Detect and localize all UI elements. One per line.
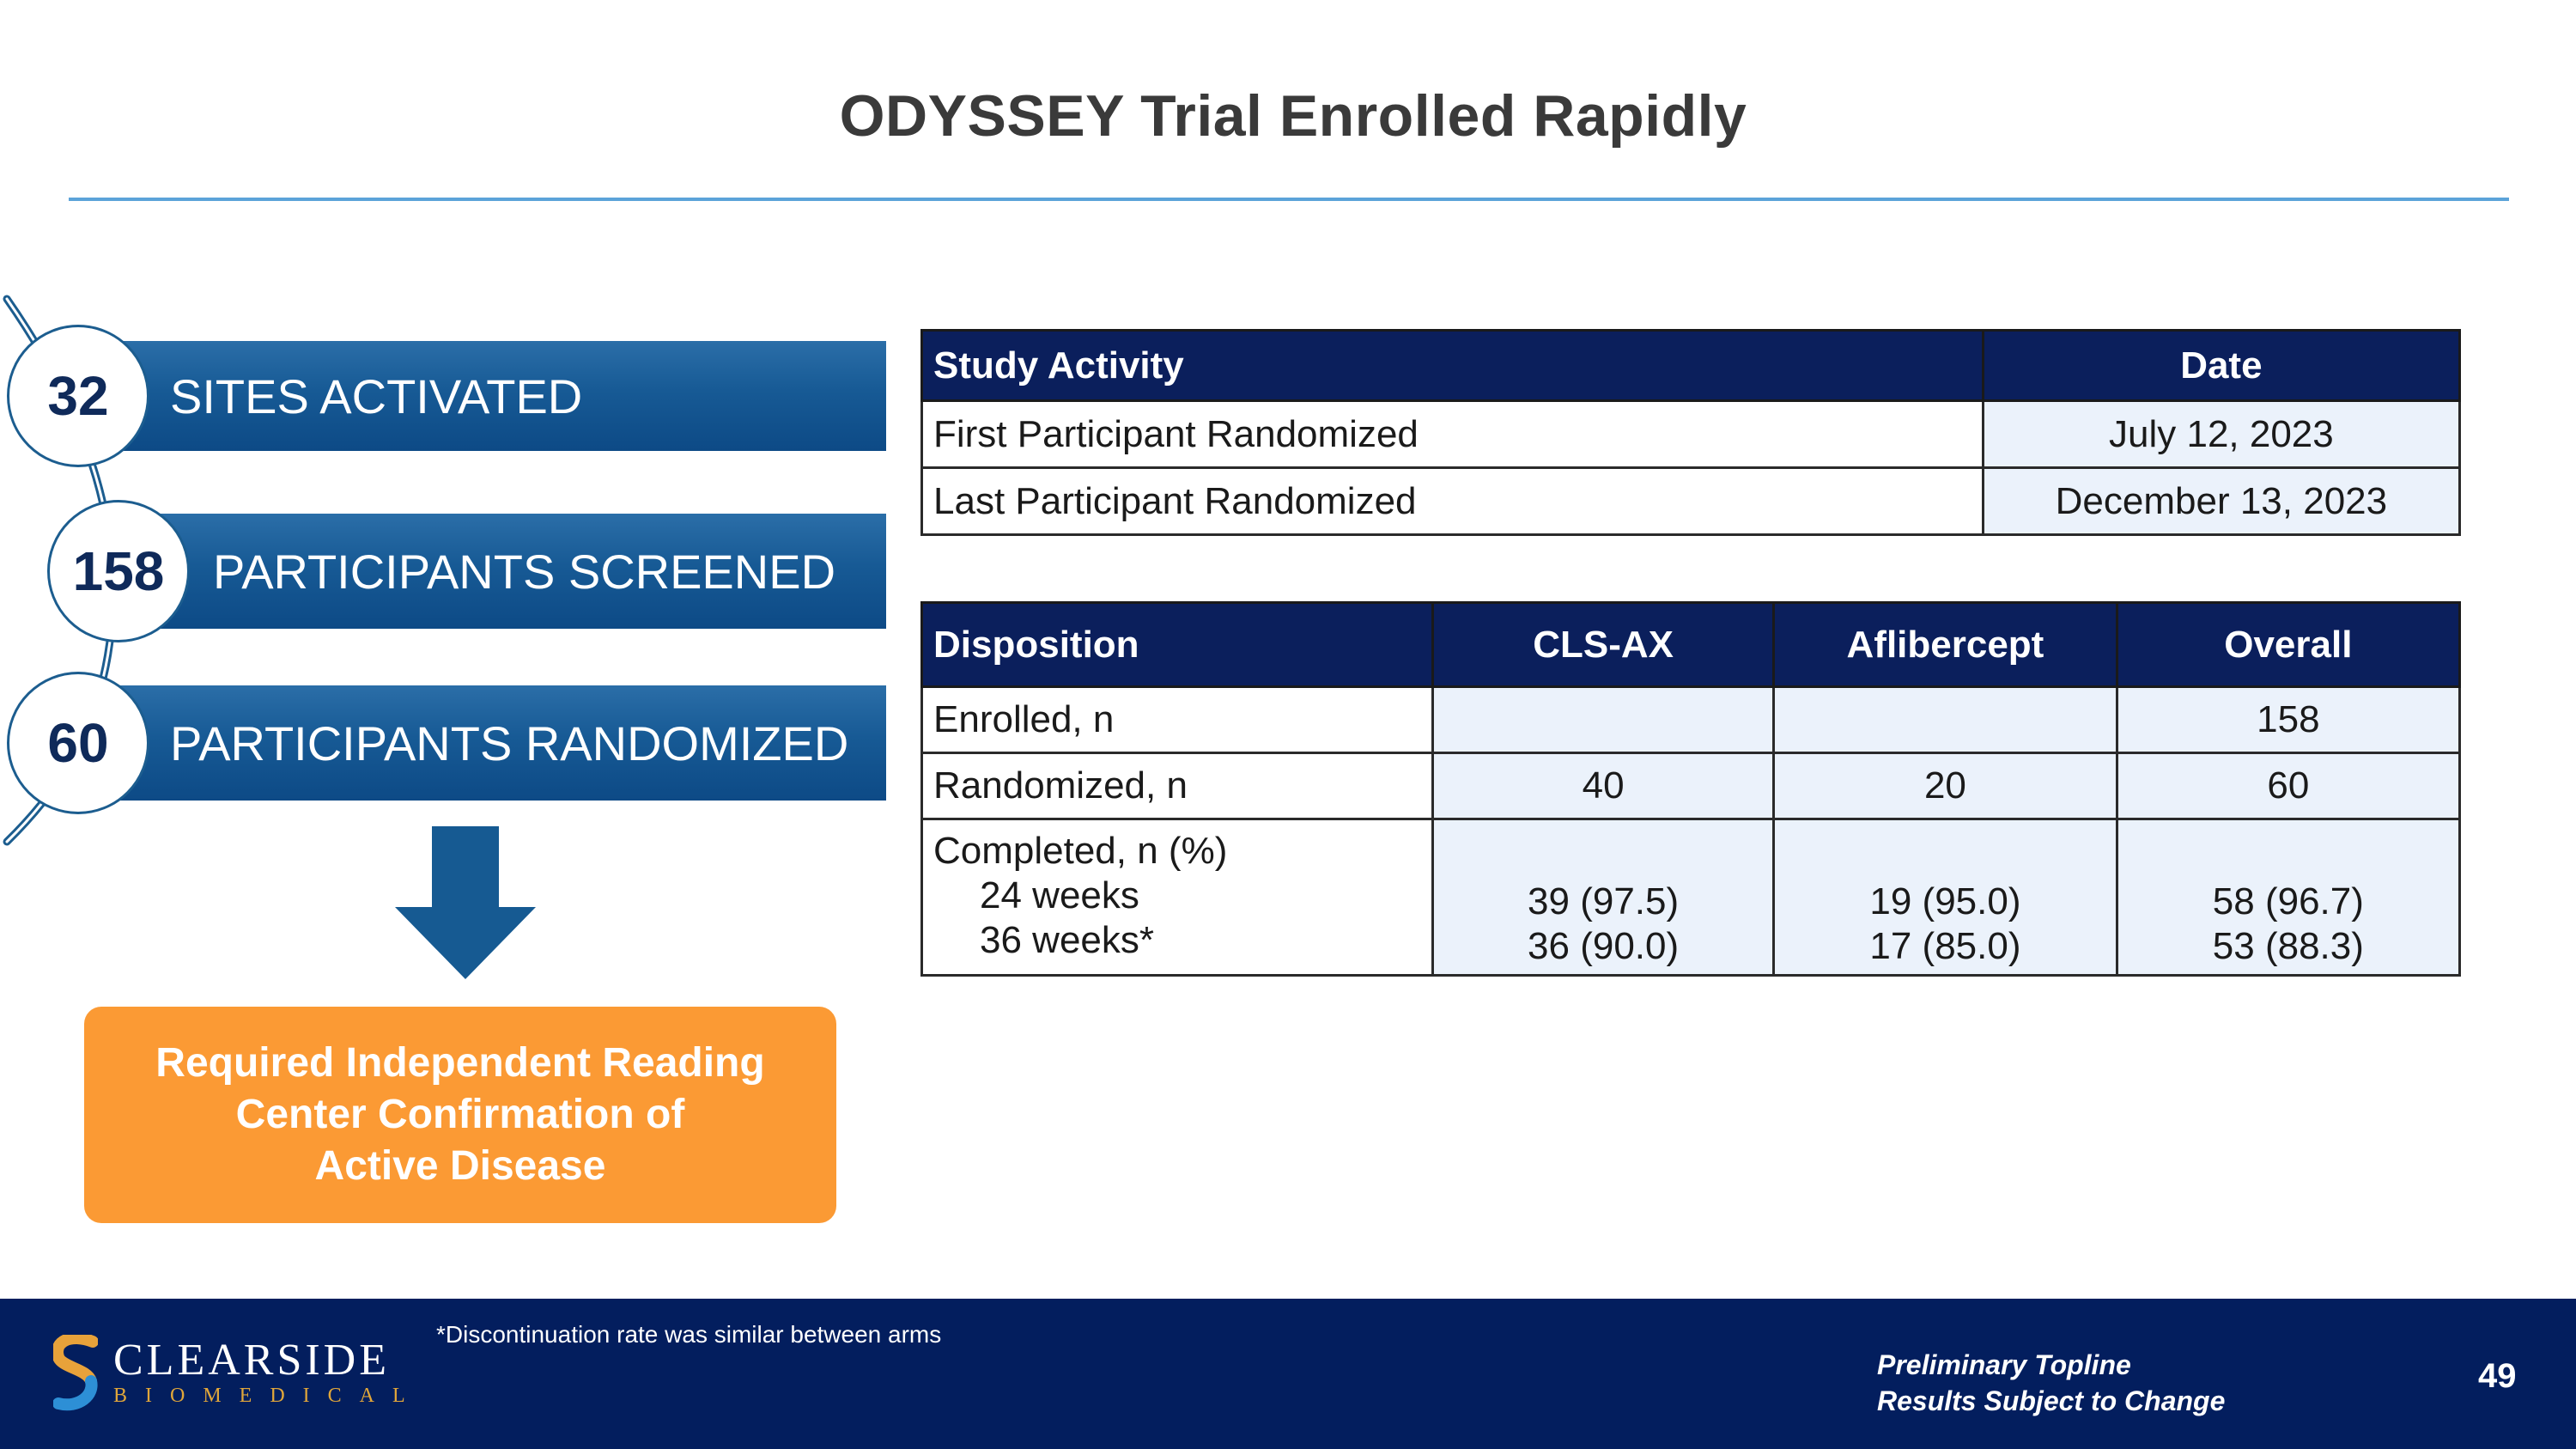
preliminary-line-2: Results Subject to Change: [1877, 1385, 2226, 1416]
cell-enrolled-overall: 158: [2115, 685, 2462, 754]
preliminary-notice: Preliminary Topline Results Subject to C…: [1877, 1347, 2225, 1419]
cell-completed-overall: 58 (96.7) 53 (88.3): [2115, 818, 2462, 977]
table-row: Enrolled, n 158: [920, 685, 2462, 754]
table-header-row: Study Activity Date: [920, 329, 2462, 402]
completed-36-label: 36 weeks*: [980, 919, 1155, 961]
table-header-row: Disposition CLS-AX Aflibercept Overall: [920, 601, 2462, 688]
company-logo: CLEARSIDE BIOMEDICAL: [53, 1335, 423, 1412]
table-row: Randomized, n 40 20 60: [920, 752, 2462, 820]
cell-36-cls: 36 (90.0): [1528, 925, 1680, 967]
cell-24-afl: 19 (95.0): [1869, 880, 2021, 922]
table-row: Last Participant Randomized December 13,…: [920, 466, 2462, 536]
header-disposition: Disposition: [920, 601, 1434, 688]
clearside-s-icon: [53, 1335, 98, 1411]
activity-cell: First Participant Randomized: [920, 399, 1984, 469]
header-date: Date: [1981, 329, 2462, 402]
logo-subtitle: BIOMEDICAL: [113, 1385, 423, 1407]
funnel-count-screened: 158: [47, 500, 190, 642]
activity-cell: Last Participant Randomized: [920, 466, 1984, 536]
cell-completed-cls: 39 (97.5) 36 (90.0): [1431, 818, 1776, 977]
disposition-table: Disposition CLS-AX Aflibercept Overall E…: [920, 601, 2462, 977]
page-title: ODYSSEY Trial Enrolled Rapidly: [839, 83, 1747, 149]
callout-line-1: Required Independent Reading: [155, 1040, 765, 1086]
row-label-enrolled: Enrolled, n: [920, 685, 1434, 754]
cell-enrolled-cls: [1431, 685, 1776, 754]
funnel-bar-sites: SITES ACTIVATED: [110, 341, 886, 451]
header-overall: Overall: [2115, 601, 2462, 688]
cell-36-overall: 53 (88.3): [2212, 925, 2364, 967]
cell-completed-afl: 19 (95.0) 17 (85.0): [1772, 818, 2118, 977]
cell-randomized-afl: 20: [1772, 752, 2118, 820]
funnel-count-randomized: 60: [7, 672, 149, 814]
footnote: *Discontinuation rate was similar betwee…: [436, 1321, 942, 1348]
callout-box: Required Independent Reading Center Conf…: [84, 1007, 836, 1223]
funnel-count-sites: 32: [7, 325, 149, 467]
cell-enrolled-afl: [1772, 685, 2118, 754]
funnel-bar-randomized: PARTICIPANTS RANDOMIZED: [110, 685, 886, 801]
footer-bar: CLEARSIDE BIOMEDICAL *Discontinuation ra…: [0, 1299, 2576, 1449]
cell-24-overall: 58 (96.7): [2212, 880, 2364, 922]
cell-randomized-cls: 40: [1431, 752, 1776, 820]
title-divider: [69, 198, 2509, 201]
completed-24-label: 24 weeks: [980, 874, 1139, 916]
callout-line-2: Center Confirmation of: [235, 1092, 685, 1137]
arrow-down-icon: [395, 826, 536, 979]
header-study-activity: Study Activity: [920, 329, 1984, 402]
callout-line-3: Active Disease: [314, 1143, 606, 1189]
header-aflibercept: Aflibercept: [1772, 601, 2118, 688]
table-row: Completed, n (%) 24 weeks 36 weeks* 39 (…: [920, 818, 2462, 977]
funnel-label-randomized: PARTICIPANTS RANDOMIZED: [170, 715, 849, 770]
header-cls-ax: CLS-AX: [1431, 601, 1776, 688]
study-activity-table: Study Activity Date First Participant Ra…: [920, 329, 2462, 536]
cell-randomized-overall: 60: [2115, 752, 2462, 820]
funnel-label-sites: SITES ACTIVATED: [170, 368, 583, 423]
date-cell: December 13, 2023: [1981, 466, 2462, 536]
row-label-completed: Completed, n (%) 24 weeks 36 weeks*: [920, 818, 1434, 977]
cell-24-cls: 39 (97.5): [1528, 880, 1680, 922]
row-label-randomized: Randomized, n: [920, 752, 1434, 820]
funnel-bar-screened: PARTICIPANTS SCREENED: [153, 514, 886, 629]
completed-label: Completed, n (%): [933, 830, 1228, 872]
table-row: First Participant Randomized July 12, 20…: [920, 399, 2462, 469]
page-number: 49: [2478, 1357, 2517, 1395]
logo-name: CLEARSIDE: [113, 1336, 390, 1385]
preliminary-line-1: Preliminary Topline: [1877, 1349, 2131, 1380]
funnel-label-screened: PARTICIPANTS SCREENED: [213, 544, 836, 599]
cell-36-afl: 17 (85.0): [1869, 925, 2021, 967]
date-cell: July 12, 2023: [1981, 399, 2462, 469]
